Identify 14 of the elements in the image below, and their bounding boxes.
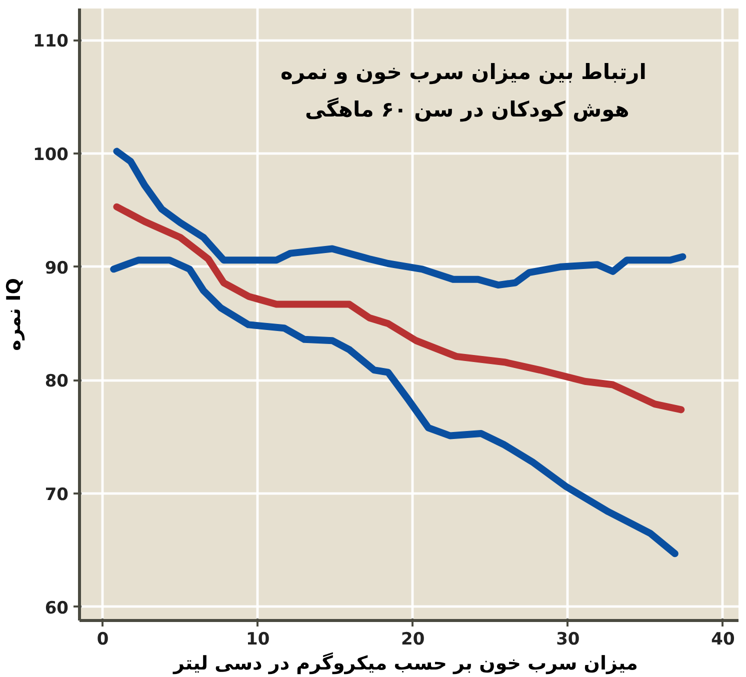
y-tick-label: 90 [44,258,69,278]
x-axis-title: میزان سرب خون بر حسب میکروگرم در دسی لیتر [172,652,638,674]
y-tick-label: 60 [44,598,69,618]
x-tick-label: 10 [246,630,270,650]
x-tick-label: 0 [96,630,109,650]
x-tick-label: 20 [401,630,425,650]
y-tick-label: 100 [33,145,69,166]
y-tick-label: 110 [33,32,69,52]
x-tick-label: 30 [556,630,580,650]
y-axis-title: نمره IQ [3,278,26,351]
text: ارتباط بین میزان سرب خون و نمره هوش کودکان در سن ۶۰ ماهگی [280,60,646,122]
y-tick-label: 80 [44,372,69,392]
x-tick-label: 40 [711,630,735,650]
y-tick-label: 70 [44,485,69,506]
